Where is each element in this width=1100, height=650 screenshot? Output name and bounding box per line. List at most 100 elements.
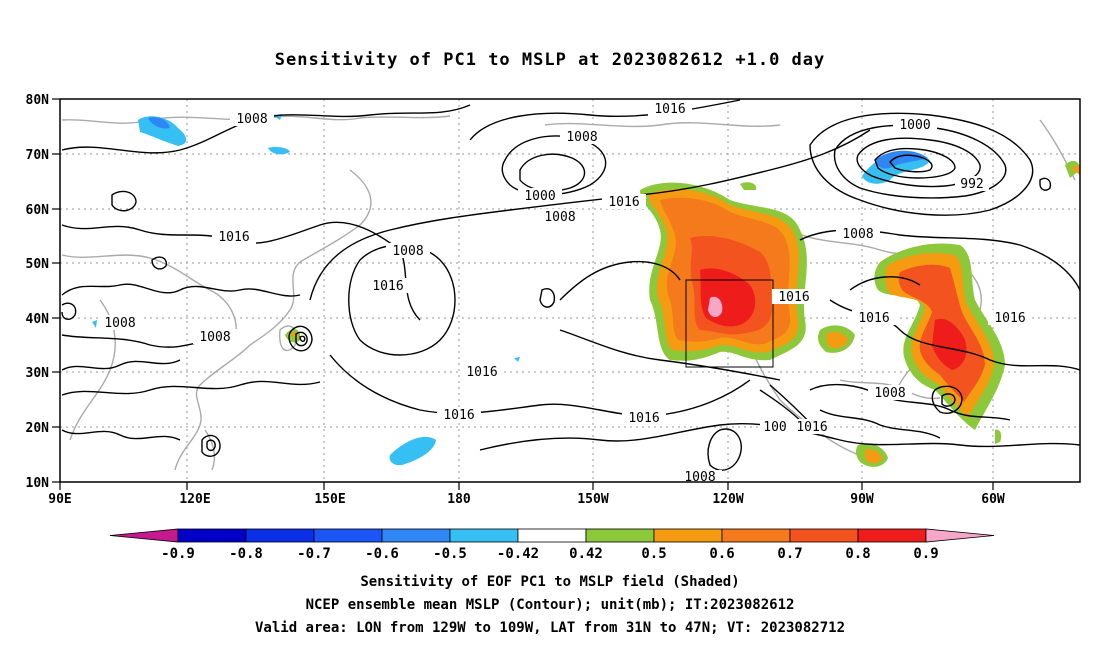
lon-label: 120E	[179, 492, 210, 507]
contour-label: 1016	[460, 364, 504, 380]
map-frame	[59, 98, 1081, 483]
latitude-labels: 80N 70N 60N 50N 40N 30N 20N 10N	[26, 93, 50, 491]
valid-area-box	[685, 279, 774, 368]
contour-labels: 1008 1016 1008 1000 1008 1016 1008 1016 …	[98, 101, 1032, 485]
svg-text:1008: 1008	[842, 227, 873, 242]
svg-text:1016: 1016	[466, 365, 497, 380]
caption-line-1: Sensitivity of EOF PC1 to MSLP field (Sh…	[360, 574, 740, 590]
axis-ticks	[52, 98, 994, 490]
lat-label: 80N	[26, 93, 50, 108]
contour-label: 1016	[602, 194, 646, 210]
colorbar-segment	[653, 528, 723, 543]
map-title: Sensitivity of PC1 to MSLP at 2023082612…	[274, 50, 826, 70]
svg-text:1016: 1016	[372, 279, 403, 294]
lat-label: 10N	[26, 476, 50, 491]
colorbar-low-end	[109, 528, 179, 543]
colorbar-label: 0.7	[777, 546, 802, 562]
svg-text:992: 992	[960, 177, 983, 192]
colorbar-label: 0.8	[845, 546, 870, 562]
longitude-labels: 90E 120E 150E 180 150W 120W 90W 60W	[48, 492, 1005, 507]
lon-label: 90E	[48, 492, 71, 507]
lon-label: 180	[447, 492, 471, 507]
colorbar-high-end	[925, 528, 995, 543]
coastlines	[61, 115, 1076, 471]
lat-label: 20N	[26, 421, 50, 436]
contour-label: 1008	[538, 209, 582, 225]
lat-label: 30N	[26, 366, 50, 381]
colorbar-label: 0.42	[569, 546, 603, 562]
contour-label: 1016	[988, 310, 1032, 326]
sensitivity-shading	[92, 114, 1080, 467]
colorbar-label: 0.6	[709, 546, 734, 562]
svg-text:1016: 1016	[218, 230, 249, 245]
colorbar-label: 0.9	[913, 546, 938, 562]
contour-label: 1008	[836, 226, 880, 242]
colorbar-segment	[857, 528, 927, 543]
caption-line-2: NCEP ensemble mean MSLP (Contour); unit(…	[305, 597, 795, 613]
svg-text:1016: 1016	[778, 290, 809, 305]
colorbar-segment	[517, 528, 587, 543]
colorbar-label: -0.42	[497, 546, 539, 562]
colorbar-label: -0.9	[161, 546, 195, 562]
colorbar-label: -0.8	[229, 546, 263, 562]
lon-label: 60W	[981, 492, 1005, 507]
svg-text:1016: 1016	[654, 102, 685, 117]
colorbar-segment	[245, 528, 315, 543]
contour-label: 1016	[366, 278, 410, 294]
colorbar-segment	[449, 528, 519, 543]
svg-text:1000: 1000	[899, 118, 930, 133]
colorbar-segment	[789, 528, 859, 543]
contour-label: 1008	[386, 243, 430, 259]
contour-label: 1016	[648, 101, 692, 117]
lon-label: 90W	[850, 492, 874, 507]
colorbar-segment	[381, 528, 451, 543]
colorbar-segment	[177, 528, 247, 543]
colorbar-label: -0.7	[297, 546, 331, 562]
contour-label: 1000	[893, 117, 937, 133]
lon-label: 150W	[577, 492, 608, 507]
svg-text:1008: 1008	[544, 210, 575, 225]
svg-text:1016: 1016	[443, 408, 474, 423]
contour-label: 1016	[437, 407, 481, 423]
lon-label: 150E	[314, 492, 345, 507]
contour-label: 1008	[868, 385, 912, 401]
svg-text:100: 100	[763, 420, 786, 435]
svg-text:1008: 1008	[874, 386, 905, 401]
contour-label: 100	[760, 419, 790, 435]
contour-label: 1016	[852, 310, 896, 326]
svg-text:1016: 1016	[994, 311, 1025, 326]
caption-line-3: Valid area: LON from 129W to 109W, LAT f…	[254, 620, 845, 636]
colorbar-label: -0.5	[433, 546, 467, 562]
colorbar-label: 0.5	[641, 546, 666, 562]
contour-label: 1008	[230, 111, 274, 127]
colorbar-segment	[585, 528, 655, 543]
lon-label: 120W	[712, 492, 743, 507]
contour-label: 1016	[622, 410, 666, 426]
colorbar-segment	[721, 528, 791, 543]
svg-text:1008: 1008	[392, 244, 423, 259]
colorbar-segment	[313, 528, 383, 543]
svg-text:1016: 1016	[858, 311, 889, 326]
svg-text:1008: 1008	[236, 112, 267, 127]
svg-text:1016: 1016	[628, 411, 659, 426]
svg-text:1008: 1008	[566, 130, 597, 145]
contour-label: 1016	[212, 229, 256, 245]
contour-label: 1008	[98, 315, 142, 331]
contour-label: 1016	[790, 419, 834, 435]
svg-text:1008: 1008	[104, 316, 135, 331]
contour-label: 1016	[772, 289, 816, 305]
lat-label: 50N	[26, 257, 50, 272]
contour-label: 1008	[560, 129, 604, 145]
svg-text:1000: 1000	[524, 189, 555, 204]
lat-label: 40N	[26, 312, 50, 327]
lat-label: 60N	[26, 203, 50, 218]
colorbar: -0.9 -0.8 -0.7 -0.6 -0.5 -0.42 0.42 0.5 0.6 0.7 0.…	[109, 528, 995, 562]
svg-text:1008: 1008	[199, 330, 230, 345]
svg-text:1016: 1016	[796, 420, 827, 435]
contour-label: 1000	[518, 188, 562, 204]
contour-label: 992	[955, 176, 989, 192]
lat-label: 70N	[26, 148, 50, 163]
contour-label: 1008	[193, 329, 237, 345]
svg-text:1016: 1016	[608, 195, 639, 210]
